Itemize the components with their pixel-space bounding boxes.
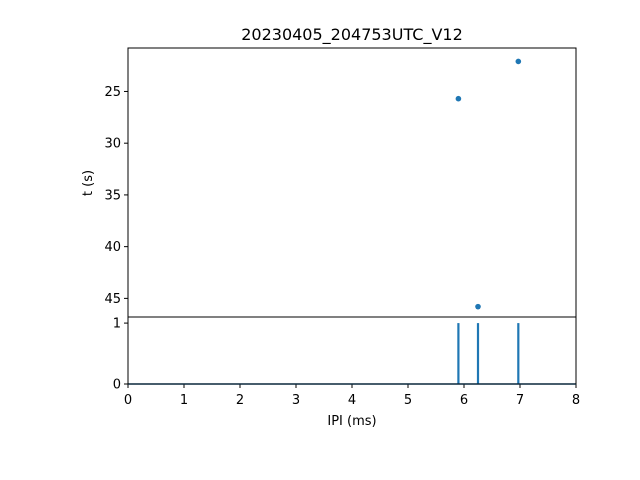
x-tick-label: 1	[180, 393, 188, 408]
bottom-y-tick-label: 0	[113, 378, 121, 393]
top-y-tick-label: 40	[104, 240, 121, 255]
x-tick-label: 2	[236, 393, 244, 408]
scatter-point	[475, 303, 481, 310]
x-ticks: 0 1 2 3 4 5 6 7 8	[124, 384, 580, 408]
scatter-point	[455, 95, 462, 102]
top-y-tick-label: 45	[104, 292, 121, 307]
x-tick-label: 6	[460, 393, 468, 408]
x-tick-label: 8	[572, 393, 580, 408]
scatter-panel: 25 30 35 40 45 t (s)	[81, 47, 577, 318]
series-spikes	[457, 323, 520, 384]
bottom-plot-frame	[127, 316, 577, 385]
top-y-ticks: 25 30 35 40 45	[104, 85, 128, 307]
scatter-point	[515, 58, 522, 65]
x-tick-label: 7	[516, 393, 524, 408]
x-tick-label: 3	[292, 393, 300, 408]
top-y-tick-label: 35	[104, 188, 121, 203]
x-tick-label: 0	[124, 393, 132, 408]
bottom-y-ticks: 01	[113, 317, 128, 393]
x-tick-label: 5	[404, 393, 412, 408]
chart-title: 20230405_204753UTC_V12	[241, 25, 463, 45]
top-y-tick-label: 30	[104, 137, 121, 152]
scatter-points	[455, 58, 522, 310]
top-y-tick-label: 25	[104, 85, 121, 100]
x-axis-label: IPI (ms)	[327, 414, 376, 429]
x-tick-label: 4	[348, 393, 356, 408]
y-axis-label: t (s)	[81, 170, 96, 196]
bottom-y-tick-label: 1	[113, 317, 121, 332]
